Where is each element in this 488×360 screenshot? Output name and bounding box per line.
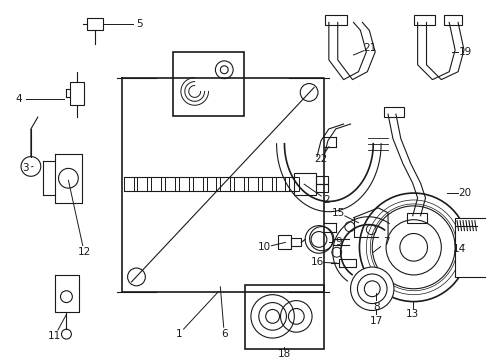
Text: 17: 17 xyxy=(369,316,382,326)
Circle shape xyxy=(350,267,393,310)
Bar xyxy=(291,238,301,246)
Bar xyxy=(261,177,271,191)
Bar xyxy=(294,173,315,195)
Text: 3: 3 xyxy=(21,163,28,174)
Bar xyxy=(289,177,299,191)
Bar xyxy=(206,177,216,191)
Text: 15: 15 xyxy=(331,208,345,218)
Text: 13: 13 xyxy=(405,309,419,319)
Bar xyxy=(179,177,188,191)
Bar xyxy=(123,177,133,191)
Bar xyxy=(192,177,202,191)
Bar xyxy=(70,82,84,105)
Bar xyxy=(247,177,257,191)
Bar xyxy=(275,177,285,191)
Text: 4: 4 xyxy=(16,94,22,104)
Bar xyxy=(173,52,244,116)
Text: 11: 11 xyxy=(48,331,61,341)
Bar xyxy=(406,213,426,223)
Text: 9: 9 xyxy=(335,237,341,247)
Text: 21: 21 xyxy=(363,43,376,53)
Bar xyxy=(454,218,488,277)
Text: 22: 22 xyxy=(314,153,327,163)
Bar xyxy=(220,177,230,191)
Text: 6: 6 xyxy=(221,329,227,339)
Text: 12: 12 xyxy=(78,247,91,257)
Bar xyxy=(413,15,434,25)
Bar xyxy=(277,235,291,249)
Text: 7: 7 xyxy=(382,237,388,247)
Bar xyxy=(87,18,102,30)
Text: 20: 20 xyxy=(457,188,470,198)
Bar xyxy=(137,177,147,191)
Text: 14: 14 xyxy=(451,244,465,254)
Bar xyxy=(315,184,327,192)
Bar xyxy=(315,176,327,184)
Circle shape xyxy=(359,193,467,302)
Bar xyxy=(324,15,346,25)
Bar xyxy=(151,177,161,191)
Text: 19: 19 xyxy=(457,47,470,57)
Text: 5: 5 xyxy=(136,19,142,30)
Text: 8: 8 xyxy=(372,302,379,311)
Bar xyxy=(338,259,356,267)
Text: 2: 2 xyxy=(323,195,329,205)
Bar xyxy=(383,107,403,117)
Text: 1: 1 xyxy=(175,329,182,339)
Text: 10: 10 xyxy=(258,242,271,252)
Bar xyxy=(234,177,244,191)
Bar xyxy=(244,285,323,349)
Bar xyxy=(444,15,461,25)
Text: 18: 18 xyxy=(277,349,290,359)
Bar xyxy=(165,177,175,191)
Text: 16: 16 xyxy=(310,257,323,267)
